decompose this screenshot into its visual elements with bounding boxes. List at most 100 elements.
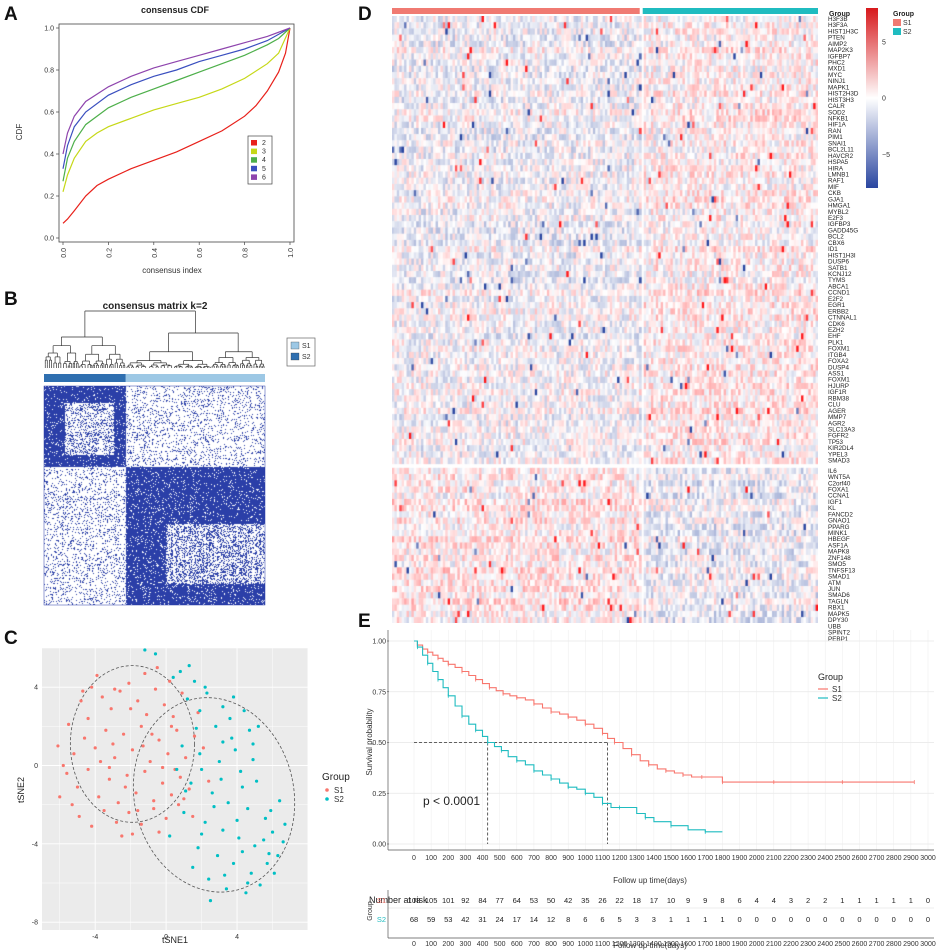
tsne-point-S2 — [217, 759, 221, 764]
heatmap-gene-label: ID1 — [828, 246, 838, 253]
tsne-point-S1 — [100, 695, 104, 699]
tsne-point-S2 — [262, 838, 266, 842]
risk-value-S1: 77 — [495, 896, 503, 905]
tsne-point-S2 — [231, 695, 236, 699]
risk-value-S1: 108 — [408, 896, 421, 905]
risk-xtick-label: 2600 — [852, 941, 868, 948]
tsne-point-S1 — [187, 787, 191, 791]
tsne-point-S1 — [152, 799, 156, 803]
cdf-xtick-label: 1.0 — [288, 248, 295, 258]
heatmap-gene-label: KIR2DL4 — [828, 445, 854, 452]
cdf-series — [62, 27, 291, 224]
heatmap-gene-label: SLC13A3 — [828, 426, 855, 433]
heatmap-gene-label: GJA1 — [828, 196, 844, 203]
tsne-point-S2 — [198, 709, 202, 713]
risk-value-S1: 6 — [737, 896, 741, 905]
heatmap-gene-label: DUSP6 — [828, 259, 849, 266]
cdf-ytick-label: 0.2 — [44, 194, 54, 201]
risk-value-S1: 2 — [823, 896, 827, 905]
heatmap-gene-label: ATM — [828, 580, 841, 587]
tsne-point-S2 — [256, 724, 260, 728]
tsne-point-S1 — [136, 699, 140, 703]
cdf-legend-swatch — [251, 165, 257, 172]
heatmap-gene-label: HIF1A — [828, 122, 847, 129]
consensus-legend: S1 S2 — [286, 337, 316, 367]
cdf-line-4 — [62, 27, 291, 182]
risk-value-S1: 53 — [530, 896, 538, 905]
tsne-point-S1 — [141, 744, 145, 748]
heatmap-gene-label: PTEN — [828, 35, 845, 42]
risk-value-S1: 10 — [667, 896, 675, 905]
cdf-line-5 — [62, 27, 291, 169]
tsne-point-S1 — [107, 777, 111, 781]
cdf-ytick-label: 1.0 — [44, 26, 54, 33]
cdf-xtick-label: 0.4 — [152, 248, 159, 258]
km-xtick-label: 100 — [425, 855, 437, 862]
tsne-point-S2 — [180, 744, 184, 748]
tsne-point-S2 — [200, 832, 204, 836]
heatmap-gene-label: AGR2 — [828, 420, 846, 427]
km-xlabel: Follow up time(days) — [613, 876, 687, 885]
km-xtick-label: 3000 — [920, 855, 936, 862]
heatmap-gene-label: SMAD3 — [828, 458, 850, 465]
heatmap-colorbar: 5 0 −5 — [866, 8, 890, 188]
tsne-point-S2 — [224, 887, 229, 891]
tsne-point-S1 — [192, 734, 197, 738]
risk-value-S1: 9 — [686, 896, 690, 905]
risk-value-S1: 26 — [598, 896, 606, 905]
tsne-point-S1 — [145, 712, 149, 717]
km-axes: 0.00 0.25 0.50 0.75 1.00 0 100 200 300 400 500 600 7… — [372, 630, 936, 862]
tsne-point-S2 — [198, 752, 202, 756]
risk-table-xlabel: Follow up time(days) — [613, 941, 687, 950]
risk-xtick-label: 2500 — [835, 941, 851, 948]
tsne-point-S1 — [75, 785, 80, 789]
tsne-point-S2 — [230, 736, 234, 740]
tsne-point-S2 — [247, 728, 252, 732]
heatmap-gene-label: TYMS — [828, 277, 846, 284]
tsne-point-S1 — [139, 724, 143, 728]
heatmap-gene-label: MIF — [828, 184, 839, 191]
tsne-point-S1 — [184, 756, 188, 760]
cdf-legend: 2 34 56 — [247, 135, 273, 185]
heatmap-gene-label: SMO5 — [828, 561, 846, 568]
consensus-legend-label: S1 — [302, 343, 311, 350]
tsne-point-S2 — [143, 648, 147, 652]
heatmap-gene-label: CCND1 — [828, 290, 850, 297]
risk-value-S2: 8 — [566, 915, 570, 924]
tsne-point-S2 — [171, 675, 175, 679]
cdf-axes: 0.0 0.2 0.4 0.6 0.8 1.0 0.0 0.2 0.4 0.6 0.8 1.0 — [44, 23, 295, 258]
km-xtick-label: 1300 — [629, 855, 645, 862]
heatmap-gene-label: KCNJ12 — [828, 271, 852, 278]
tsne-point-S1 — [171, 714, 175, 719]
km-ytick-label: 0.75 — [372, 689, 386, 696]
risk-xtick-label: 1700 — [697, 941, 713, 948]
risk-xtick-label: 1300 — [629, 941, 645, 948]
risk-value-S2: 0 — [789, 915, 793, 924]
heatmap-gene-label: AIMP2 — [828, 41, 847, 48]
risk-xtick-label: 2400 — [817, 941, 833, 948]
tsne-point-S1 — [162, 703, 166, 707]
heatmap-gene-label: RAN — [828, 128, 842, 135]
tsne-point-S1 — [72, 752, 76, 756]
tsne-point-S2 — [221, 828, 225, 832]
risk-row-label-S2: S2 — [377, 915, 386, 924]
risk-value-S2: 3 — [652, 915, 656, 924]
risk-value-S2: 0 — [875, 915, 879, 924]
colorbar-tick-label: 0 — [882, 96, 886, 103]
tsne-point-S1 — [90, 824, 94, 828]
risk-value-S1: 0 — [926, 896, 930, 905]
risk-value-S2: 1 — [686, 915, 690, 924]
tsne-ytick-label: 0 — [34, 763, 38, 770]
risk-value-S2: 0 — [806, 915, 810, 924]
risk-xtick-label: 1500 — [663, 941, 679, 948]
tsne-point-S1 — [90, 685, 94, 689]
risk-xtick-label: 1800 — [715, 941, 731, 948]
heatmap-gene-label: HIRA — [828, 165, 844, 172]
cdf-xtick-label: 0.8 — [243, 248, 250, 258]
heatmap-group-label: Group — [829, 11, 850, 18]
consensus-matrix-heatmap — [43, 385, 266, 606]
km-xtick-label: 1500 — [663, 855, 679, 862]
